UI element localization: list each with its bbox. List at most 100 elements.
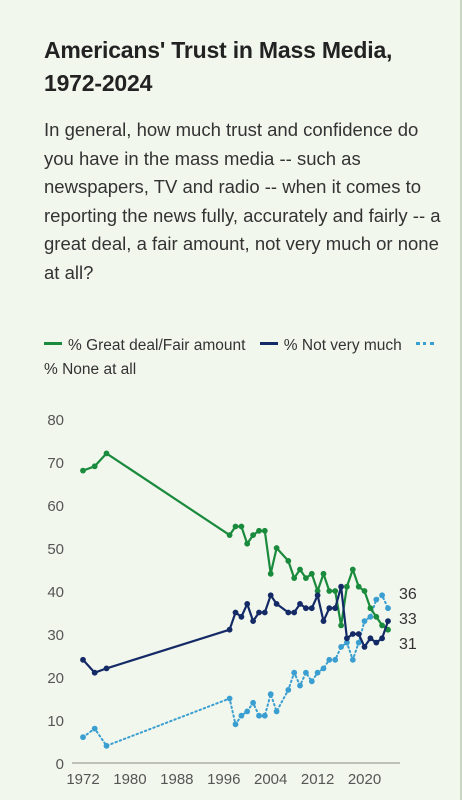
data-point (244, 708, 251, 715)
data-point (349, 631, 356, 637)
data-point (256, 609, 262, 616)
data-point (256, 712, 262, 719)
data-point (314, 669, 321, 676)
legend-label-not-very-much: % Not very much (283, 337, 402, 354)
y-tick-label: 70 (47, 455, 64, 472)
data-point (344, 635, 350, 642)
data-point (103, 665, 110, 672)
series-not-very-much (80, 583, 391, 676)
data-point (291, 609, 298, 616)
end-label-not-very-much: 33 (399, 611, 417, 628)
data-point (80, 734, 86, 741)
data-point (238, 613, 245, 620)
data-point (261, 527, 268, 534)
data-point (91, 669, 98, 676)
y-tick-label: 50 (47, 541, 64, 558)
y-tick-label: 20 (47, 670, 64, 687)
title-line-2: 1972-2024 (44, 70, 153, 96)
legend-swatch-great-deal (44, 342, 62, 346)
legend: % Great deal/Fair amount % Not very much… (44, 334, 444, 382)
y-tick-label: 30 (47, 627, 64, 644)
x-tick-label: 1988 (160, 771, 193, 788)
data-point (338, 622, 344, 629)
data-point (244, 601, 251, 607)
data-point (344, 583, 350, 590)
data-point (349, 656, 356, 663)
data-point (379, 592, 385, 599)
data-point (338, 644, 344, 650)
data-point (273, 545, 280, 551)
data-point (308, 570, 315, 577)
data-point (285, 558, 292, 564)
data-point (256, 527, 262, 534)
data-point (320, 665, 327, 672)
x-tick-label: 1972 (66, 771, 99, 788)
data-point (326, 588, 333, 594)
data-point (367, 635, 374, 642)
data-point (80, 656, 86, 663)
y-axis: 0 10 20 30 40 50 60 70 80 (47, 412, 64, 773)
data-point (326, 605, 333, 612)
data-point (232, 721, 239, 728)
data-point (373, 596, 380, 603)
end-label-great-deal: 31 (399, 636, 417, 653)
data-point (285, 609, 292, 616)
data-point (344, 639, 350, 646)
right-border (460, 0, 462, 800)
series-layer (80, 450, 391, 749)
legend-label-none-at-all: % None at all (44, 361, 137, 378)
line-chart: 0 10 20 30 40 50 60 70 80 1972 1980 1988 1996 2004 20… (47, 412, 417, 788)
data-point (267, 691, 274, 698)
data-point (297, 682, 303, 689)
data-point (361, 644, 368, 650)
data-point (349, 566, 356, 573)
data-point (355, 631, 362, 637)
data-point (308, 605, 315, 612)
data-point (232, 523, 239, 530)
data-point (297, 566, 303, 573)
data-point (238, 523, 245, 530)
data-point (226, 626, 233, 633)
data-point (273, 601, 280, 607)
legend-item-not-very-much: % Not very much (259, 337, 402, 354)
series-line-not-very-much (82, 585, 390, 674)
y-tick-label: 40 (47, 584, 64, 601)
data-point (303, 575, 309, 581)
data-point (326, 656, 333, 663)
end-labels: 31 33 36 (399, 586, 417, 653)
data-point (226, 695, 233, 702)
x-tick-label: 2020 (348, 771, 381, 788)
data-point (385, 618, 391, 624)
data-point (261, 712, 268, 719)
data-point (285, 687, 292, 693)
data-point (332, 605, 339, 612)
legend-label-great-deal: % Great deal/Fair amount (68, 337, 246, 354)
x-axis: 1972 1980 1988 1996 2004 2012 2020 (66, 762, 400, 788)
data-point (250, 532, 256, 538)
y-tick-label: 0 (56, 756, 64, 773)
x-tick-label: 2004 (254, 771, 287, 788)
data-point (232, 609, 239, 616)
data-point (267, 570, 274, 577)
data-point (238, 712, 245, 719)
end-label-none-at-all: 36 (399, 586, 417, 603)
series-great-deal (80, 450, 391, 633)
data-point (320, 618, 327, 624)
x-tick-label: 1980 (113, 771, 146, 788)
data-point (297, 601, 303, 607)
data-point (314, 592, 321, 599)
data-point (303, 669, 309, 676)
data-point (367, 605, 374, 612)
legend-swatch-not-very-much (259, 342, 278, 346)
chart-subtitle: In general, how much trust and confidenc… (44, 119, 441, 283)
title-line-1: Americans' Trust in Mass Media, (44, 37, 393, 63)
data-point (267, 592, 274, 599)
data-point (244, 540, 251, 547)
x-tick-label: 1996 (207, 771, 240, 788)
data-point (80, 467, 86, 474)
data-point (367, 613, 374, 620)
data-point (332, 656, 339, 663)
legend-item-none-at-all: % None at all (44, 337, 440, 378)
data-point (226, 532, 233, 538)
data-point (355, 583, 362, 590)
